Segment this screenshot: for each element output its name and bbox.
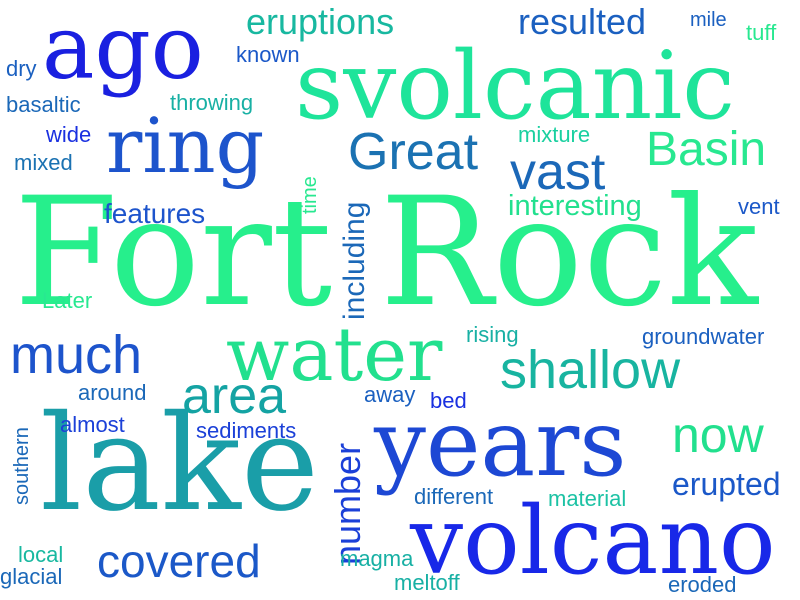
word-now: now (672, 407, 764, 463)
word-glacial: glacial (0, 564, 63, 589)
word-shallow: shallow (500, 340, 681, 400)
word-magma: magma (340, 546, 414, 571)
word-rising: rising (466, 322, 519, 347)
word-almost: almost (60, 412, 125, 437)
word-mixed: mixed (14, 150, 73, 175)
word-area: area (182, 367, 287, 425)
word-wide: wide (46, 122, 92, 147)
word-meltoff: meltoff (394, 570, 460, 595)
word-fort-rock: Fort Rock (14, 166, 758, 340)
word-erupted: erupted (672, 466, 781, 502)
word-ring: ring (106, 101, 265, 190)
word-different: different (414, 484, 494, 509)
word-vast: vast (510, 143, 606, 201)
word-interesting: interesting (508, 190, 642, 222)
word-known: known (236, 42, 300, 67)
word-features: features (104, 198, 206, 229)
word-eroded: eroded (668, 572, 737, 597)
word-bed: bed (430, 388, 467, 413)
word-later: Later (42, 288, 93, 313)
word-much: much (10, 325, 143, 385)
word-local: local (18, 542, 64, 567)
word-groundwater: groundwater (642, 324, 765, 349)
word-mixture: mixture (518, 122, 591, 147)
word-throwing: throwing (170, 90, 254, 115)
word-covered: covered (97, 535, 261, 587)
word-away: away (364, 382, 416, 407)
word-dry: dry (6, 56, 37, 81)
word-great: Great (348, 123, 479, 181)
word-tuff: tuff (746, 20, 777, 45)
word-mile: mile (690, 9, 727, 31)
word-resulted: resulted (518, 1, 647, 42)
word-including: including (338, 201, 371, 320)
word-sediments: sediments (196, 418, 297, 443)
word-basin: Basin (646, 123, 767, 176)
word-svolcanic: svolcanic (295, 32, 735, 141)
word-southern: southern (11, 427, 33, 505)
word-eruptions: eruptions (246, 1, 395, 42)
word-material: material (548, 486, 627, 511)
word-ago: ago (42, 0, 204, 99)
word-vent: vent (738, 194, 780, 219)
word-lake: lake (40, 387, 320, 541)
word-water: water (226, 312, 443, 398)
word-time: time (299, 176, 321, 214)
word-around: around (78, 380, 147, 405)
word-years: years (374, 390, 627, 497)
word-volcano: volcano (410, 487, 776, 596)
word-basaltic: basaltic (6, 92, 81, 117)
